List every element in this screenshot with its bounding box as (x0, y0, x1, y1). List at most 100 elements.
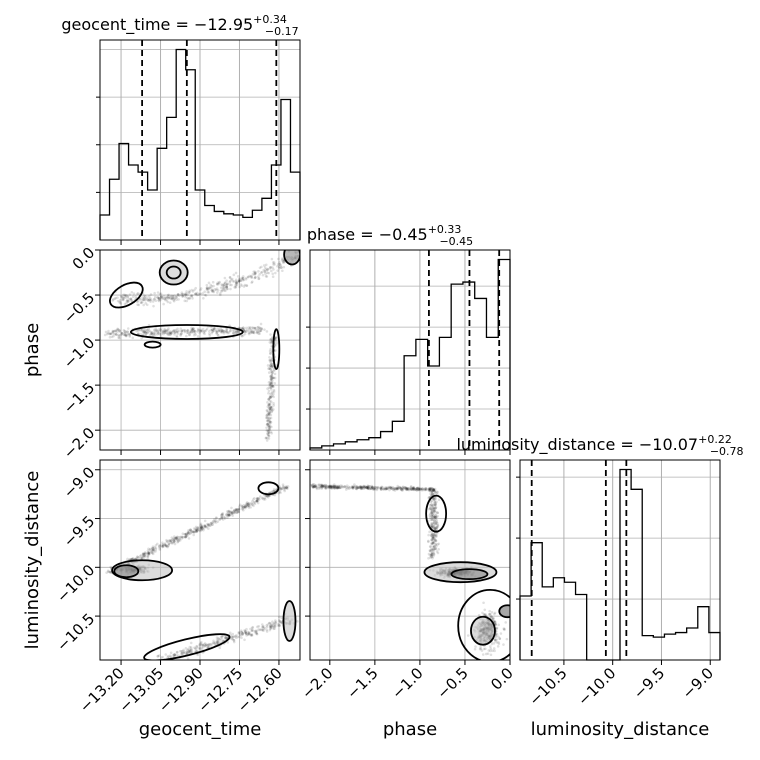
sample-point (185, 334, 188, 338)
sample-point (240, 636, 243, 640)
sample-point (166, 294, 170, 297)
sample-point (161, 655, 164, 659)
sample-point (236, 510, 240, 513)
sample-point (466, 634, 470, 637)
sample-point (149, 330, 153, 334)
sample-point (269, 361, 272, 364)
sample-point (152, 550, 156, 553)
sample-point (255, 497, 259, 500)
sample-point (188, 290, 191, 294)
sample-point (217, 637, 220, 640)
sample-point (366, 486, 370, 490)
title-phase: phase = −0.45+0.33 −0.45 (307, 223, 473, 248)
sample-point (227, 514, 231, 517)
sample-point (405, 488, 408, 492)
sample-point (310, 483, 314, 487)
sample-point (415, 486, 419, 490)
sample-point (420, 487, 424, 490)
sample-point (274, 620, 278, 624)
sample-point (151, 548, 154, 551)
sample-point (241, 327, 245, 331)
sample-point (227, 512, 230, 516)
sample-point (234, 331, 238, 334)
sample-point (223, 281, 227, 284)
sample-point (431, 518, 435, 522)
sample-point (163, 329, 166, 333)
sample-point (201, 648, 204, 651)
sample-point (434, 515, 437, 519)
sample-point (395, 486, 399, 490)
sample-point (269, 385, 273, 388)
sample-point (251, 628, 254, 632)
sample-point (410, 488, 413, 492)
sample-point (366, 484, 370, 488)
sample-point (248, 327, 251, 331)
sample-point (179, 334, 183, 337)
sample-point (210, 523, 214, 526)
sample-point (234, 280, 238, 283)
sample-point (258, 497, 261, 501)
sample-point (231, 637, 235, 641)
sample-point (204, 328, 208, 332)
sample-point (203, 525, 207, 529)
sample-point (201, 526, 205, 530)
sample-point (270, 369, 274, 372)
sample-point (266, 271, 269, 275)
sample-point (200, 640, 203, 644)
sample-point (154, 544, 158, 547)
sample-point (363, 486, 366, 489)
sample-point (140, 328, 144, 332)
sample-point (213, 517, 216, 521)
sample-point (414, 487, 418, 491)
sample-point (152, 547, 155, 550)
sample-point (170, 540, 173, 544)
sample-point (435, 515, 439, 519)
sample-point (195, 529, 199, 533)
sample-point (430, 538, 433, 542)
sample-point (225, 279, 228, 282)
sample-point (258, 329, 261, 333)
sample-point (211, 328, 214, 331)
sample-point (195, 644, 199, 648)
sample-point (194, 333, 197, 336)
sample-point (264, 494, 268, 498)
sample-point (329, 484, 332, 488)
sample-point (270, 337, 273, 341)
sample-point (187, 650, 191, 653)
sample-point (437, 498, 441, 502)
sample-point (182, 650, 186, 653)
sample-point (232, 329, 235, 332)
sample-point (413, 488, 416, 492)
sample-point (215, 329, 218, 333)
sample-point (186, 531, 190, 535)
sample-point (380, 488, 383, 491)
sample-point (197, 293, 200, 296)
sample-point (124, 333, 127, 337)
sample-point (259, 327, 262, 330)
sample-point (405, 488, 409, 491)
sample-point (194, 286, 198, 290)
sample-point (262, 498, 266, 501)
sample-point (337, 484, 341, 488)
sample-point (111, 330, 115, 334)
sample-point (213, 288, 217, 291)
sample-point (269, 624, 272, 627)
sample-point (412, 486, 416, 490)
sample-point (190, 648, 193, 652)
sample-point (314, 484, 318, 488)
x-tick-label-phase: 0.0 (487, 664, 517, 694)
sample-point (151, 546, 154, 550)
sample-point (398, 486, 402, 489)
sample-point (268, 340, 272, 344)
sample-point (436, 490, 440, 494)
sample-point (126, 332, 130, 336)
sample-point (434, 506, 437, 510)
sample-point (190, 329, 193, 332)
sample-point (270, 425, 273, 429)
sample-point (187, 532, 190, 536)
sample-point (428, 514, 432, 518)
sample-point (167, 297, 170, 300)
sample-point (490, 642, 494, 646)
sample-point (251, 331, 255, 335)
sample-point (220, 512, 224, 516)
